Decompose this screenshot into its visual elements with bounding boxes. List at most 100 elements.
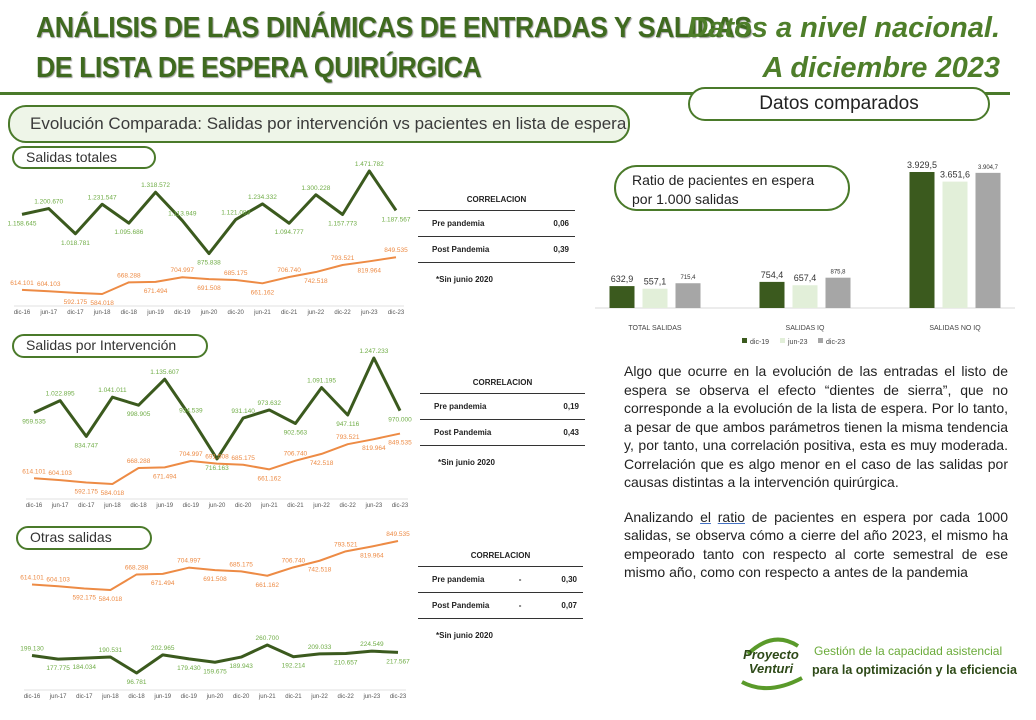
correlation-cell: 0,39 bbox=[553, 245, 569, 254]
data-label: 1.300.228 bbox=[301, 185, 330, 192]
orange-series-line bbox=[33, 432, 401, 485]
correlation-cell: Post Pandemia bbox=[434, 428, 492, 437]
category-label: TOTAL SALIDAS bbox=[628, 325, 681, 332]
x-tick-label: jun-23 bbox=[360, 310, 378, 316]
data-label: 849.535 bbox=[386, 531, 410, 538]
data-label: 1.247.233 bbox=[359, 348, 388, 355]
x-tick-label: jun-20 bbox=[200, 310, 218, 316]
logo-name-line-1: Proyecto bbox=[743, 647, 799, 662]
correlation-cell: Pre pandemia bbox=[432, 219, 485, 228]
legend-label: jun-23 bbox=[787, 339, 808, 346]
green-series-line bbox=[33, 356, 402, 461]
analysis-paragraph-1: Algo que ocurre en la evolución de las e… bbox=[624, 363, 1008, 490]
data-label: 706.740 bbox=[282, 557, 306, 564]
bar-value-label: 657,4 bbox=[794, 273, 817, 283]
x-tick-label: jun-23 bbox=[363, 694, 381, 700]
bar-value-label: 3.929,5 bbox=[907, 160, 937, 170]
bar-value-label: 3.651,6 bbox=[940, 170, 970, 180]
correlation-table-otras: CORRELACION Pre pandemia - 0,30 Post Pandemi… bbox=[418, 551, 583, 640]
data-label: 819.964 bbox=[358, 267, 382, 274]
correlation-cell: - bbox=[518, 575, 522, 584]
x-tick-label: dic-16 bbox=[26, 503, 43, 509]
x-tick-label: jun-20 bbox=[208, 503, 226, 509]
x-tick-label: jun-22 bbox=[312, 503, 330, 509]
ratio-chart-title: Ratio de pacientes en espera por 1.000 sa… bbox=[614, 165, 850, 211]
data-label: 742.518 bbox=[304, 278, 328, 285]
bar-dic-23 bbox=[825, 277, 851, 308]
data-label: 691.508 bbox=[203, 576, 227, 583]
x-tick-label: dic-16 bbox=[24, 694, 41, 700]
correlation-cell: Pre pandemia bbox=[432, 575, 485, 584]
x-tick-label: dic-22 bbox=[338, 694, 355, 700]
data-label: 1.318.572 bbox=[141, 182, 170, 189]
bar-value-label: 632,9 bbox=[611, 274, 634, 284]
x-tick-label: jun-20 bbox=[206, 694, 224, 700]
data-label: 704.997 bbox=[179, 451, 203, 458]
data-label: 691.508 bbox=[197, 285, 221, 292]
p2-underlined-ratio: ratio bbox=[717, 508, 745, 525]
correlation-cell: 0,30 bbox=[561, 575, 577, 584]
data-label: 685.175 bbox=[229, 561, 253, 568]
data-label: 668.288 bbox=[127, 458, 151, 465]
p2-text: Analizando bbox=[624, 508, 701, 525]
x-tick-label: dic-19 bbox=[181, 694, 198, 700]
header-divider bbox=[0, 92, 1010, 95]
correlation-header: CORRELACION bbox=[418, 551, 583, 567]
x-tick-label: jun-17 bbox=[49, 694, 67, 700]
data-label: 614.101 bbox=[22, 468, 46, 475]
data-label: 704.997 bbox=[171, 267, 195, 274]
x-tick-label: jun-19 bbox=[155, 503, 173, 509]
data-label: 1.018.781 bbox=[61, 240, 90, 247]
bar-dic-19 bbox=[909, 172, 935, 308]
data-label: 1.200.670 bbox=[34, 199, 63, 206]
data-label: 209.033 bbox=[308, 644, 332, 651]
correlation-cell: 0,06 bbox=[553, 219, 569, 228]
bar-dic-23 bbox=[675, 283, 701, 308]
legend-label: dic-19 bbox=[750, 339, 769, 346]
data-label: 584.018 bbox=[90, 300, 114, 307]
x-tick-label: dic-19 bbox=[183, 503, 200, 509]
correlation-row: Pre pandemia - 0,30 bbox=[418, 567, 583, 593]
data-label: 668.288 bbox=[117, 272, 141, 279]
data-label: 668.288 bbox=[125, 564, 149, 571]
data-label: 159.675 bbox=[203, 668, 227, 675]
data-label: 959.535 bbox=[22, 419, 46, 426]
data-label: 793.521 bbox=[334, 541, 358, 548]
data-label: 661.162 bbox=[251, 289, 275, 296]
x-tick-label: dic-22 bbox=[340, 503, 357, 509]
x-tick-label: jun-18 bbox=[103, 503, 121, 509]
data-label: 970.000 bbox=[388, 417, 412, 424]
x-tick-label: dic-19 bbox=[174, 310, 191, 316]
data-label: 210.657 bbox=[334, 660, 358, 667]
correlation-cell: - bbox=[518, 601, 522, 610]
data-label: 793.521 bbox=[336, 434, 360, 441]
data-label: 199.130 bbox=[20, 646, 44, 653]
correlation-cell: Pre pandemia bbox=[434, 402, 487, 411]
correlation-note: *Sin junio 2020 bbox=[438, 458, 495, 467]
correlation-row: Post Pandemia 0,39 bbox=[418, 237, 575, 263]
chart2-title: Salidas por Intervención bbox=[12, 334, 208, 358]
data-label: 260.700 bbox=[256, 635, 280, 642]
x-tick-label: jun-19 bbox=[153, 694, 171, 700]
data-label: 661.162 bbox=[258, 475, 282, 482]
x-tick-label: dic-22 bbox=[334, 310, 351, 316]
evolution-section-title: Evolución Comparada: Salidas por interve… bbox=[8, 105, 630, 143]
data-label: 592.175 bbox=[73, 594, 97, 601]
correlation-table-totales: CORRELACION Pre pandemia 0,06 Post Pandemia… bbox=[418, 195, 575, 284]
x-tick-label: jun-22 bbox=[310, 694, 328, 700]
x-tick-label: dic-23 bbox=[392, 503, 409, 509]
analysis-paragraph-2: Analizando el ratio de pacientes en espe… bbox=[624, 508, 1008, 582]
bar-value-label: 715,4 bbox=[680, 275, 696, 281]
x-tick-label: jun-21 bbox=[258, 694, 276, 700]
correlation-cell: Post Pandemia bbox=[432, 601, 490, 610]
data-label: 793.521 bbox=[331, 255, 355, 262]
data-label: 1.187.567 bbox=[382, 216, 411, 223]
data-label: 604.103 bbox=[46, 576, 70, 583]
venturi-swoosh-icon bbox=[741, 637, 803, 691]
data-label: 671.494 bbox=[153, 473, 177, 480]
correlation-table-intervencion: CORRELACION Pre pandemia 0,19 Post Pandemia… bbox=[420, 378, 585, 467]
data-label: 742.518 bbox=[310, 460, 334, 467]
data-label: 671.494 bbox=[151, 580, 175, 587]
legend-swatch bbox=[818, 338, 823, 343]
x-tick-label: dic-18 bbox=[128, 694, 145, 700]
